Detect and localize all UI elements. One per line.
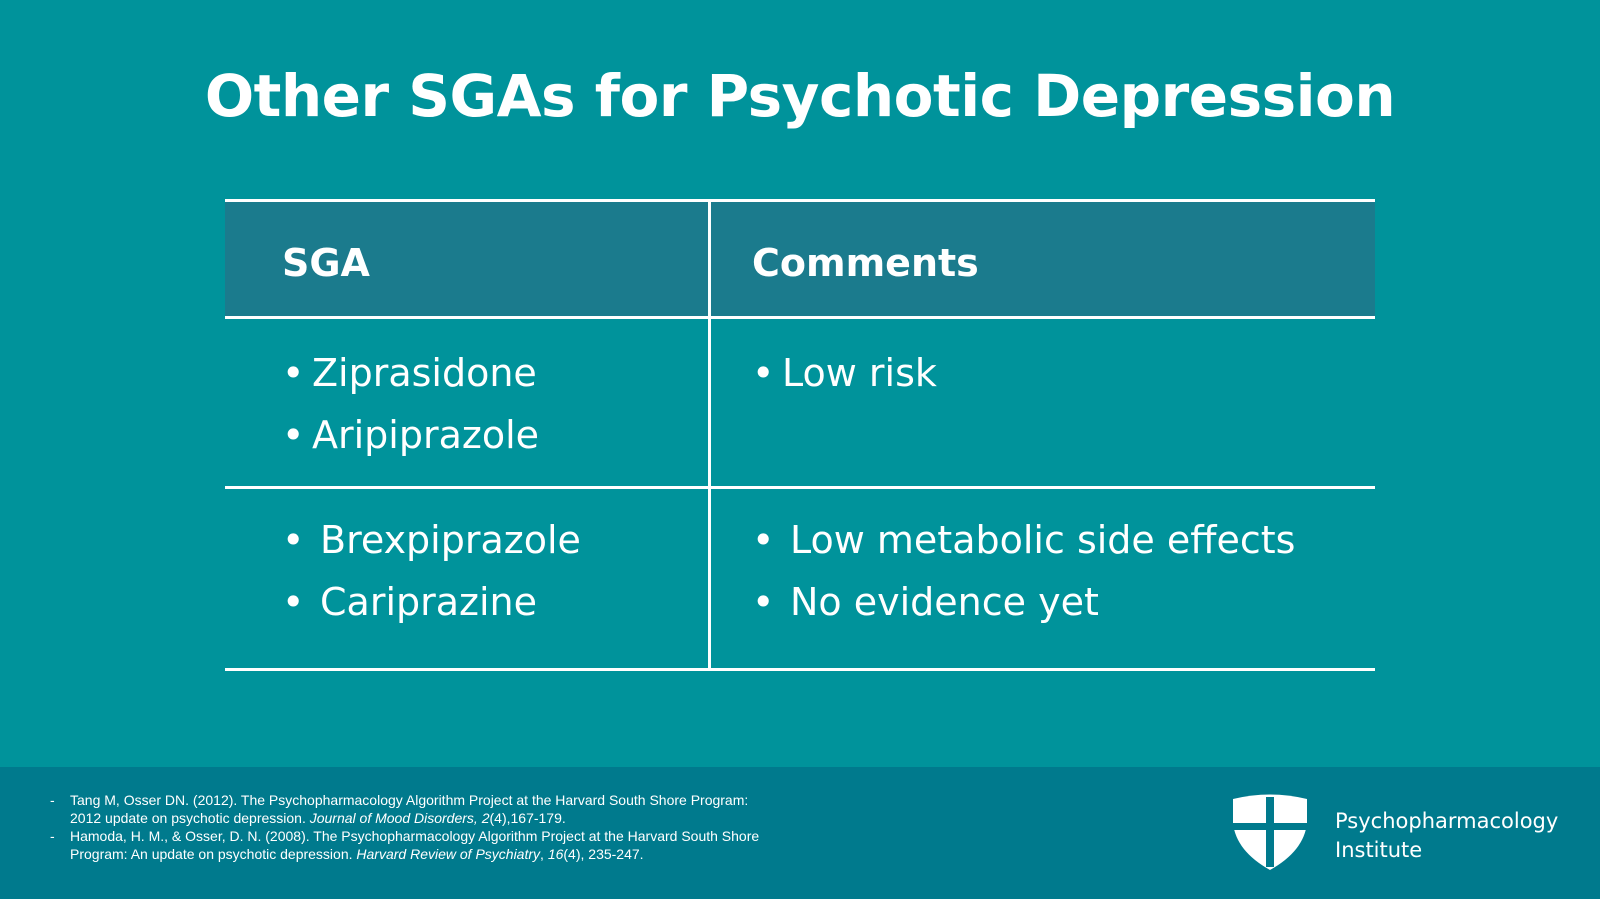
table-divider-header: [225, 316, 1375, 319]
table-column-divider: [708, 199, 711, 671]
sga-cariprazine: Cariprazine: [320, 580, 537, 624]
logo-line-1: Psychopharmacology: [1335, 809, 1559, 833]
reference-item: - Tang M, Osser DN. (2012). The Psychopha…: [50, 792, 749, 826]
sga-ziprasidone: Ziprasidone: [312, 351, 537, 395]
table-divider-row: [225, 486, 1375, 489]
table-border-bottom: [225, 668, 1375, 671]
logo-wordmark: Psychopharmacology Institute: [1335, 807, 1558, 865]
table-header: [225, 199, 1375, 319]
comment-metabolic: Low metabolic side effects: [790, 518, 1296, 562]
shield-cross-icon: [1233, 794, 1307, 870]
sga-brexpiprazole: Brexpiprazole: [320, 518, 581, 562]
reference-journal: Journal of Mood Disorders, 2: [309, 810, 490, 826]
table-border-top: [225, 199, 1375, 202]
list-item: • Low metabolic side effects: [752, 518, 1296, 562]
reference-item: - Hamoda, H. M., & Osser, D. N. (2008). T…: [50, 828, 760, 862]
logo-line-2: Institute: [1335, 838, 1423, 862]
list-item: • Aripiprazole: [282, 413, 540, 457]
sga-aripiprazole: Aripiprazole: [312, 413, 540, 457]
row2-sga-list: • Brexpiprazole • Cariprazine: [282, 509, 581, 633]
list-item: • No evidence yet: [752, 580, 1099, 624]
comment-low-risk: Low risk: [782, 351, 937, 395]
row2-comments-list: • Low metabolic side effects • No evidence…: [752, 509, 1295, 633]
header-comments: Comments: [752, 241, 979, 285]
row1-sga-list: • Ziprasidone • Aripiprazole: [282, 342, 539, 466]
slide-title: Other SGAs for Psychotic Depression: [204, 62, 1396, 130]
references-list: - Tang M, Osser DN. (2012). The Psychopha…: [50, 791, 780, 863]
header-sga: SGA: [282, 241, 370, 285]
comment-no-evidence: No evidence yet: [790, 580, 1099, 624]
list-item: • Cariprazine: [282, 580, 537, 624]
list-item: • Brexpiprazole: [282, 518, 581, 562]
reference-journal: Harvard Review of Psychiatry: [356, 846, 541, 862]
reference-volume: 16: [547, 846, 564, 862]
row1-comments-list: • Low risk: [752, 342, 937, 404]
sga-table: SGA Comments • Ziprasidone • Aripiprazole …: [225, 199, 1375, 671]
footer: - Tang M, Osser DN. (2012). The Psychopha…: [0, 767, 1600, 899]
list-item: • Low risk: [752, 351, 937, 395]
list-item: • Ziprasidone: [282, 351, 537, 395]
